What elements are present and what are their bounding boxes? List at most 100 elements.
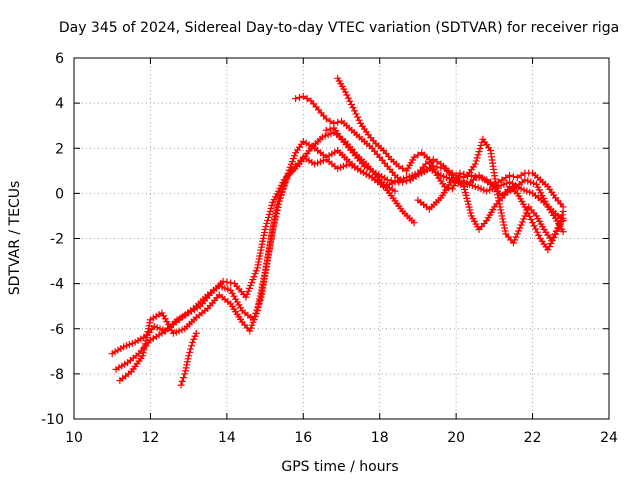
data-point	[322, 115, 330, 123]
data-point	[429, 162, 437, 170]
data-point	[280, 181, 288, 189]
series-track-7	[414, 176, 567, 254]
data-point	[292, 95, 300, 103]
data-point	[552, 230, 559, 238]
data-point	[278, 188, 286, 196]
data-point	[512, 233, 520, 241]
data-point	[352, 110, 360, 118]
data-point	[550, 233, 558, 241]
data-point	[141, 343, 149, 351]
data-point	[422, 160, 430, 168]
data-point	[530, 222, 538, 230]
data-point	[341, 88, 349, 96]
data-point	[143, 334, 151, 342]
data-point	[276, 194, 284, 202]
data-point	[274, 203, 282, 211]
data-point	[181, 370, 189, 378]
data-point	[544, 246, 552, 254]
series-track-2	[112, 128, 418, 373]
data-point	[437, 164, 445, 172]
data-point	[145, 325, 153, 333]
series-track-8	[322, 124, 567, 236]
data-point	[177, 381, 185, 389]
data-point	[471, 160, 479, 168]
data-point	[518, 218, 526, 226]
data-point	[242, 293, 250, 301]
data-point	[355, 116, 363, 124]
data-point	[181, 367, 189, 375]
data-point	[265, 210, 273, 218]
data-point	[513, 230, 521, 238]
data-point	[501, 224, 509, 232]
data-point	[497, 209, 505, 217]
data-point	[513, 174, 521, 182]
data-point	[533, 228, 541, 236]
data-point	[529, 219, 537, 227]
data-point	[188, 342, 196, 350]
data-point	[472, 157, 480, 165]
data-point	[343, 91, 351, 99]
data-point	[391, 177, 399, 185]
data-point	[545, 243, 553, 251]
data-point	[410, 219, 418, 227]
data-point	[509, 172, 517, 180]
data-point	[517, 221, 525, 229]
data-point	[141, 340, 149, 348]
data-point	[515, 227, 523, 235]
data-point	[322, 126, 330, 134]
data-point	[272, 213, 280, 221]
data-point	[269, 225, 277, 233]
data-point	[269, 222, 277, 230]
data-point	[350, 107, 358, 115]
data-point	[271, 216, 279, 224]
data-point	[349, 104, 357, 112]
data-point	[188, 338, 196, 346]
chart-title: Day 345 of 2024, Sidereal Day-to-day VTE…	[59, 20, 619, 36]
data-point	[190, 335, 198, 343]
x-tick-label: 14	[218, 430, 236, 446]
data-point	[263, 219, 271, 227]
data-point	[264, 216, 272, 224]
data-point	[268, 201, 276, 209]
y-tick-label: 4	[55, 96, 64, 112]
data-point	[143, 331, 151, 339]
data-point	[299, 92, 307, 100]
data-point	[262, 222, 270, 230]
data-point	[387, 177, 395, 185]
data-point	[497, 206, 505, 214]
y-tick-label: -8	[50, 367, 64, 383]
data-point	[303, 95, 311, 103]
data-point	[250, 273, 258, 281]
data-point	[460, 170, 468, 178]
data-point	[139, 349, 147, 357]
data-point	[185, 352, 193, 360]
y-tick-label: -2	[50, 232, 64, 248]
data-point	[192, 329, 200, 337]
data-point	[326, 117, 334, 125]
data-point	[186, 348, 194, 356]
x-tick-label: 10	[65, 430, 83, 446]
x-tick-label: 18	[371, 430, 389, 446]
data-point	[267, 204, 275, 212]
data-point	[399, 177, 407, 185]
data-point	[295, 93, 303, 101]
data-point	[517, 171, 525, 179]
data-point	[187, 345, 195, 353]
x-tick-label: 20	[447, 430, 465, 446]
data-point	[178, 377, 186, 385]
data-point	[251, 270, 259, 278]
data-point	[532, 225, 540, 233]
data-point	[456, 169, 464, 177]
x-tick-label: 16	[294, 430, 312, 446]
data-series	[108, 74, 567, 389]
data-point	[474, 151, 482, 159]
data-point	[433, 163, 441, 171]
data-point	[182, 364, 190, 372]
data-point	[140, 346, 148, 354]
data-point	[498, 176, 506, 184]
data-point	[139, 352, 147, 360]
data-point	[524, 209, 532, 217]
data-point	[276, 197, 284, 205]
data-point	[282, 175, 290, 183]
